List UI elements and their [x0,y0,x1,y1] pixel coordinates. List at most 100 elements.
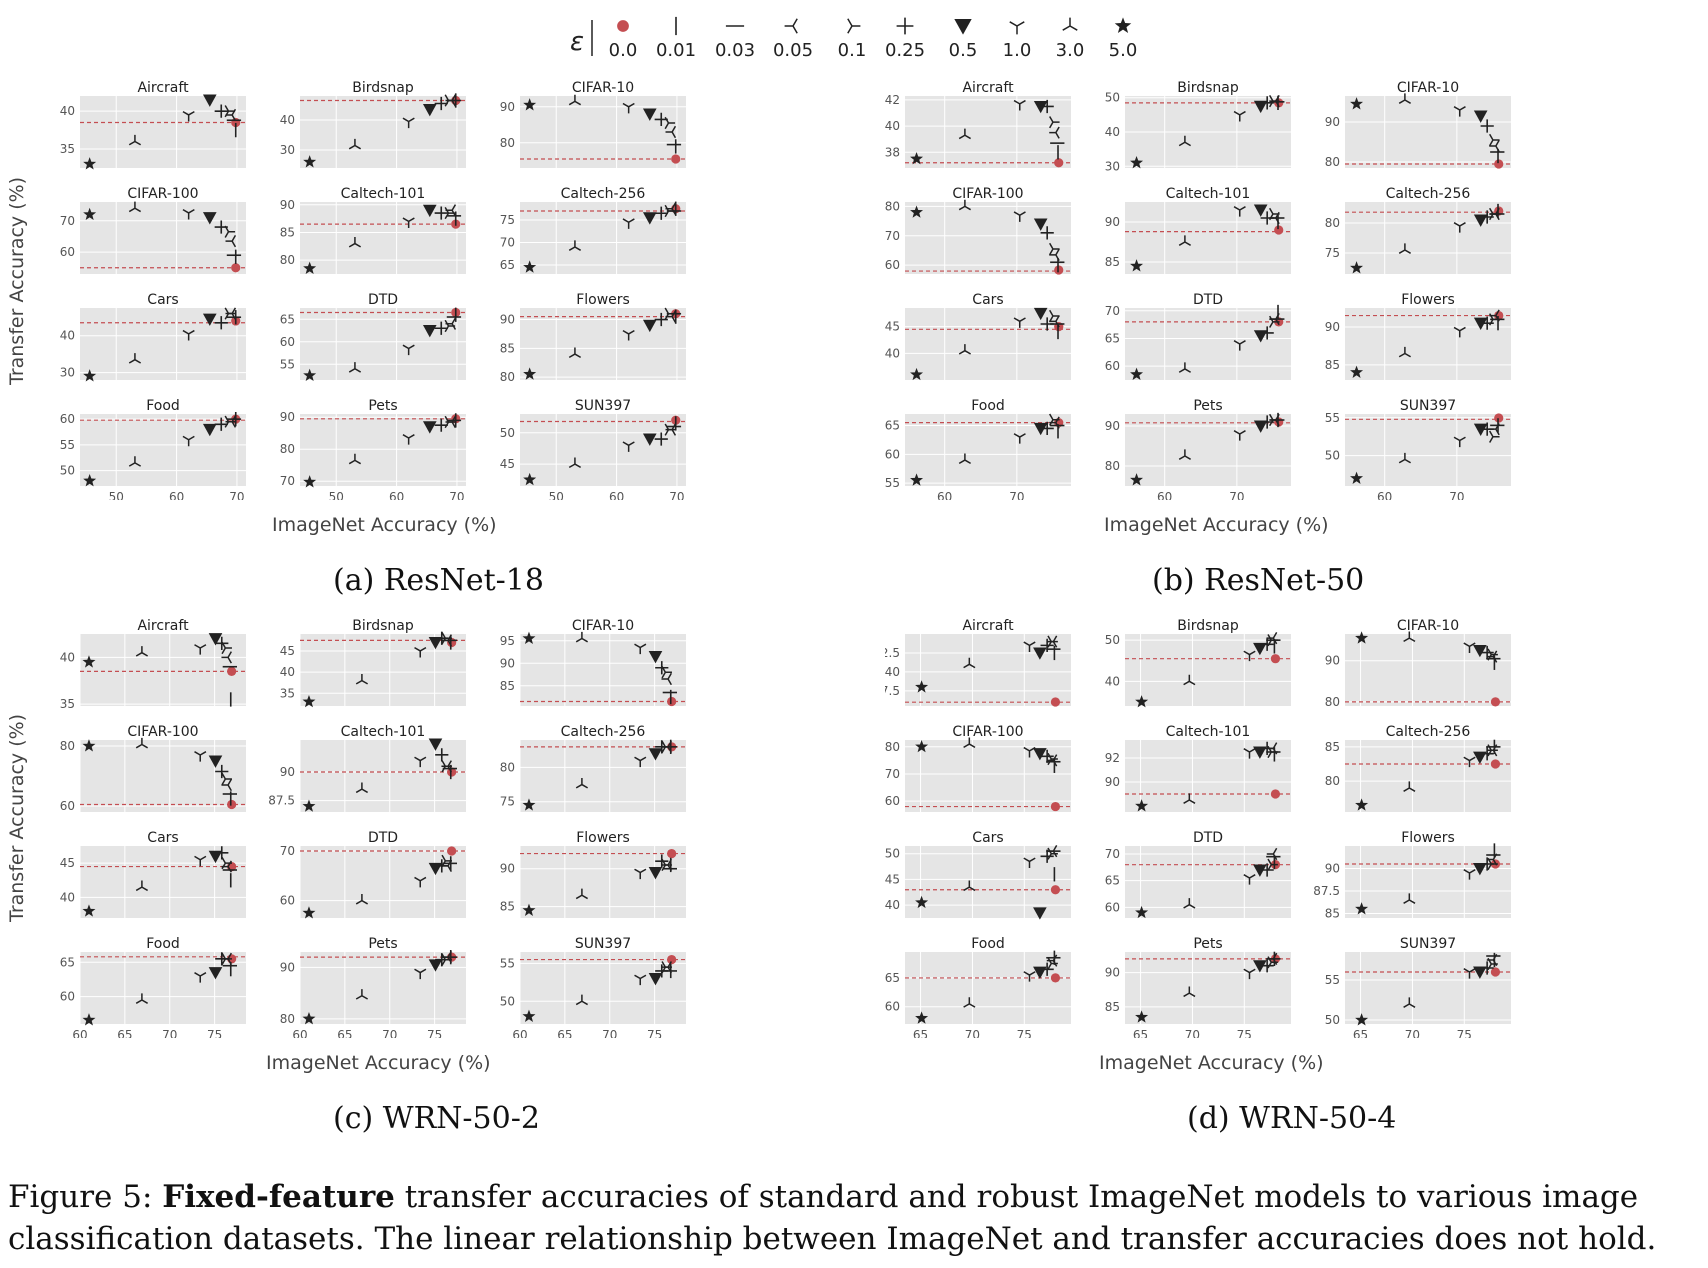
x-tick-label: 70 [162,1028,177,1038]
y-tick-label: 60 [885,794,900,808]
y-tick-label: 90 [500,862,515,876]
y-tick-label: 70 [1105,847,1120,861]
data-point-tri_right [221,772,232,786]
x-tick-label: 70 [1009,490,1024,500]
panel-title: CIFAR-100 [952,186,1023,202]
figure-caption: Figure 5: Fixed-feature transfer accurac… [8,1176,1708,1260]
panel-background [1125,952,1291,1024]
panel-title: Flowers [576,292,630,308]
data-point-tri_right [661,961,672,974]
panel-title: CIFAR-100 [127,724,198,740]
data-point-star [302,906,316,919]
x-tick-label: 60 [292,1028,307,1038]
panel-title: Aircraft [137,618,189,634]
data-point-tri_left [661,672,672,686]
y-tick-label: 65 [1105,874,1120,888]
data-point-star [910,473,924,486]
panel-background [520,952,686,1024]
data-point-tri_up [963,657,976,669]
panel-flowers: 85 87.5 90 Flowers [1313,830,1511,921]
y-tick-label: 60 [60,990,75,1004]
data-point-tri_right [224,105,236,118]
y-tick-label: 85 [500,679,515,693]
data-point-tri_down [1023,857,1036,869]
legend-label: 0.01 [656,40,696,61]
panel-background [300,634,466,706]
y-tick-label: 85 [1325,358,1340,372]
y-tick-label: 35 [60,142,75,156]
y-tick-label: 60 [885,258,900,272]
x-tick-label: 60 [512,1028,527,1038]
data-point-tri_down [1233,110,1246,122]
x-tick-label: 60 [1157,490,1172,500]
y-tick-label: 45 [885,320,900,334]
y-tick-label: 50 [1105,91,1120,105]
y-tick-label: 50 [500,994,515,1008]
data-point-dot [667,954,677,965]
y-tick-label: 65 [885,971,900,985]
data-point-tri_up [568,457,582,469]
y-tick-label: 50 [1105,633,1120,647]
panel-caltech-101: 87.5 90 Caltech-101 [268,724,466,812]
data-point-star [1350,471,1364,484]
data-point-tri_down [1243,748,1256,759]
data-point-star [1350,97,1364,110]
data-point-tri_down [1233,430,1246,441]
y-tick-label: 75 [500,213,515,227]
panel-title: CIFAR-100 [127,186,198,202]
data-point-tri_down [402,117,415,129]
data-point-tri_down [1023,971,1036,982]
panel-aircraft: 37.5 40 42.5 Aircraft [873,618,1071,707]
panel-background [80,952,246,1024]
panel-background [1345,96,1511,168]
x-tick-label: 70 [382,1028,397,1038]
panel-caltech-256: 75 80 Caltech-256 [1325,186,1511,274]
data-point-star [1355,631,1369,644]
data-point-tri_up [1398,93,1411,104]
data-point-tri_left [225,235,237,248]
subfigure-caption-b: (b) ResNet-50 [1152,563,1365,598]
y-tick-label: 70 [280,844,295,858]
panel-title: Pets [1193,398,1222,414]
data-point-tri_left [1486,953,1498,967]
x-tick-label: 70 [1229,490,1244,500]
data-point-tri_down [1013,211,1026,222]
data-point-triangle_down [1033,307,1048,321]
y-tick-label: 87.5 [268,794,295,808]
x-tick-label: 75 [1457,1028,1472,1038]
data-point-triangle_down [1253,420,1268,433]
legend-label: 5.0 [1109,40,1138,61]
x-tick-label: 60 [169,490,184,500]
epsilon-legend: ε 0.0 0.01 0.03 0.05 0.1 0.25 0.5 1.0 3.0 5.0 [570,16,1138,61]
data-point-tri_up [1178,235,1191,246]
data-point-tri_down [182,329,195,341]
panel-title: Cars [972,292,1003,308]
y-tick-label: 45 [500,457,515,471]
panel-background [520,96,686,168]
data-point-tri_up [575,631,589,643]
data-point-tri_left [1266,847,1278,861]
data-point-tri_up [1178,135,1191,147]
y-tick-label: 70 [280,474,295,488]
y-tick-label: 60 [885,447,900,461]
panel-cifar-10: 80 90 CIFAR-10 [500,80,686,168]
y-tick-label: 60 [60,245,75,259]
panel-dtd: 60 70 DTD [280,830,466,919]
y-tick-label: 40 [1105,674,1120,688]
x-tick-label: 75 [427,1028,442,1038]
data-point-star [522,631,536,645]
panel-flowers: 80 85 90 Flowers [500,292,686,384]
panel-birdsnap: 30 40 50 Birdsnap [1105,80,1291,173]
y-tick-label: 70 [1105,304,1120,318]
y-tick-label: 70 [500,236,515,250]
data-point-plus [215,764,229,779]
data-point-tri_right [664,307,676,320]
y-tick-label: 80 [500,370,515,384]
y-tick-label: 40 [60,329,75,343]
y-tick-label: 35 [280,686,295,700]
panel-title: Pets [368,398,397,414]
panel-background [1125,740,1291,812]
data-point-triangle_down [202,423,217,437]
y-tick-label: 45 [60,856,75,870]
panel-title: Caltech-101 [341,186,426,202]
